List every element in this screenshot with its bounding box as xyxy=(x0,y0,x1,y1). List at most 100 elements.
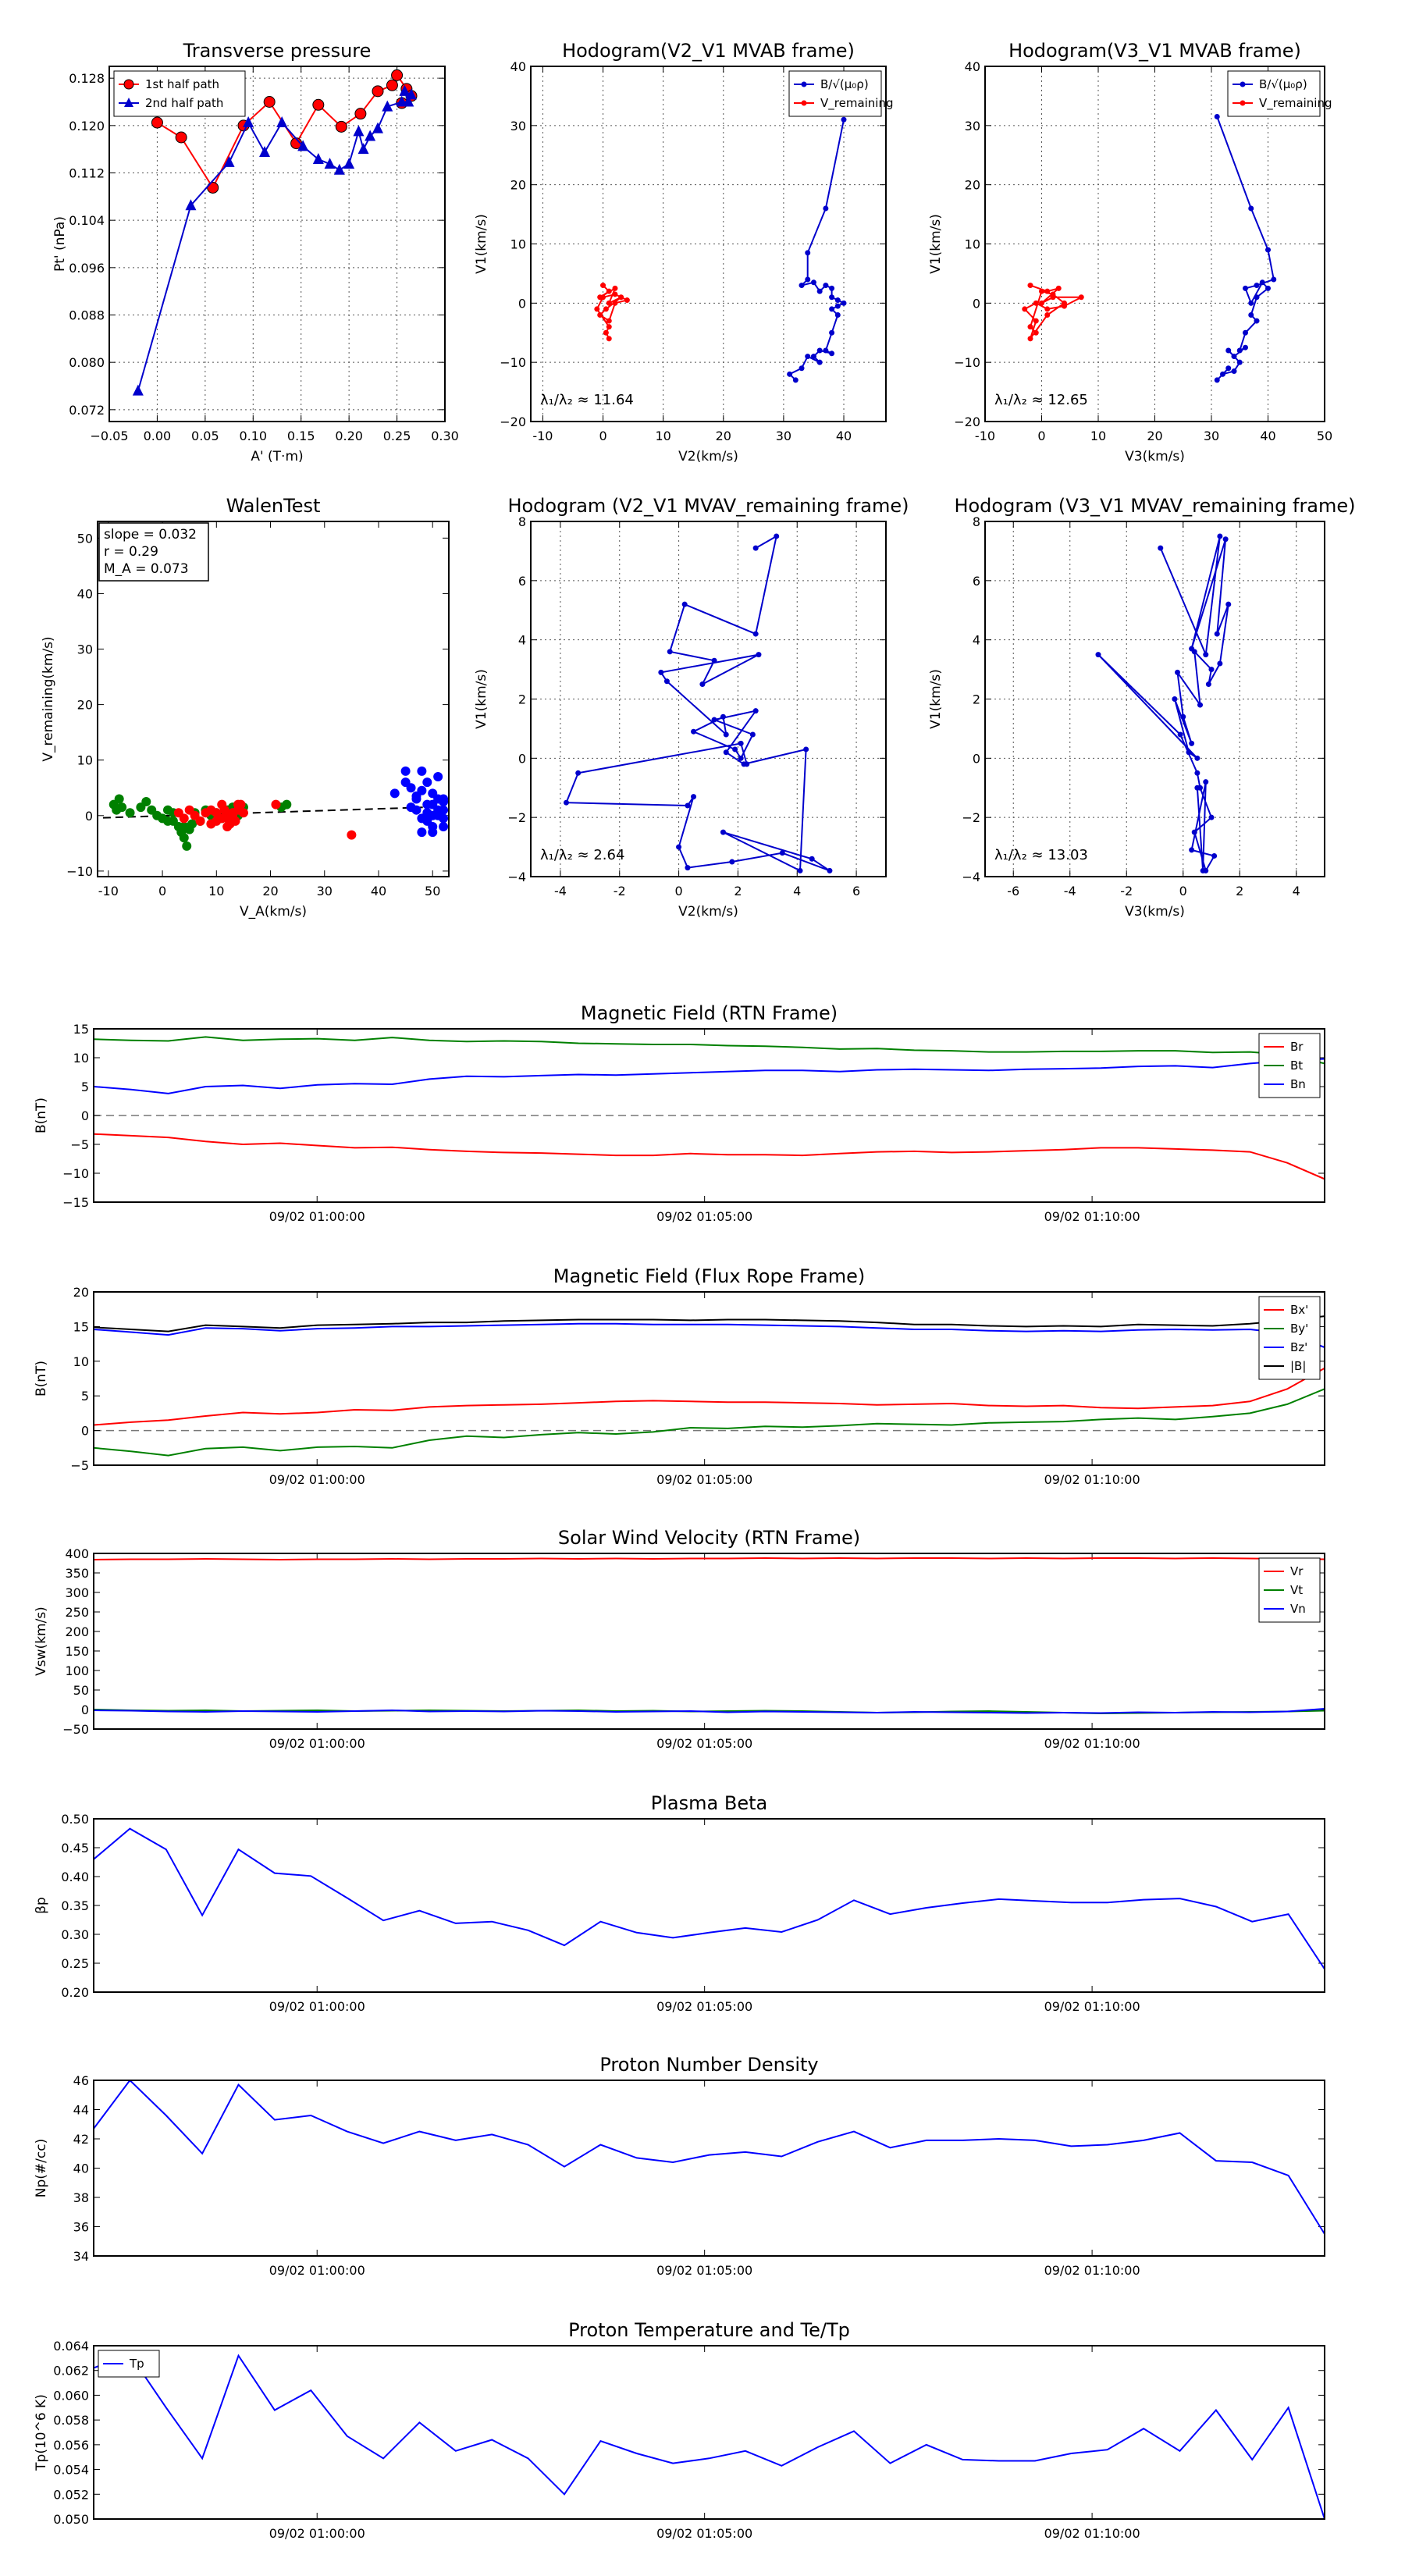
data-point xyxy=(711,657,717,664)
ratio-annotation: λ₁/λ₂ ≈ 12.65 xyxy=(994,392,1088,408)
data-point xyxy=(1205,681,1211,688)
x-axis-label: V2(km/s) xyxy=(678,904,738,920)
y-tick-label: 0.056 xyxy=(53,2438,89,2453)
y-tick-label: 8 xyxy=(973,514,980,529)
y-tick-label: −5 xyxy=(70,1458,89,1473)
x-tick-label: -4 xyxy=(1064,884,1076,898)
data-point xyxy=(1022,306,1028,312)
x-tick-label: 0.10 xyxy=(239,429,267,443)
y-tick-label: 0 xyxy=(81,1703,89,1717)
data-point xyxy=(752,708,759,714)
data-point xyxy=(744,761,750,767)
chart-title: Magnetic Field (RTN Frame) xyxy=(581,1002,838,1024)
legend-label: Vr xyxy=(1290,1564,1304,1578)
data-point xyxy=(1197,702,1203,708)
y-tick-label: 0 xyxy=(973,296,980,311)
y-tick-label: 0.35 xyxy=(61,1898,89,1913)
x-tick-label: 09/02 01:00:00 xyxy=(269,1209,365,1224)
data-point xyxy=(667,649,673,655)
plot-frame xyxy=(93,1818,1325,1993)
chart-title: WalenTest xyxy=(226,495,321,517)
x-tick-label: 10 xyxy=(655,429,670,443)
x-tick-label: 0.15 xyxy=(287,429,315,443)
y-tick-label: 0.060 xyxy=(53,2388,89,2403)
y-tick-label: 0.058 xyxy=(53,2413,89,2428)
legend-label: By' xyxy=(1290,1322,1308,1336)
data-point xyxy=(353,125,365,137)
series-line-Np xyxy=(94,2080,1325,2235)
legend-label: 2nd half path xyxy=(145,96,223,110)
data-point xyxy=(1214,377,1220,383)
y-tick-label: −10 xyxy=(500,355,526,370)
data-point xyxy=(1033,318,1039,324)
data-point xyxy=(1172,696,1178,702)
x-tick-label: 40 xyxy=(1260,429,1275,443)
data-point xyxy=(618,294,624,301)
data-point xyxy=(1243,329,1248,336)
data-point xyxy=(691,794,697,800)
data-point xyxy=(1191,829,1197,835)
scatter-point xyxy=(428,788,438,799)
plot-frame xyxy=(97,521,450,877)
chart-magnetic-field-rtn: Magnetic Field (RTN Frame) 09/02 01:00:00… xyxy=(34,1002,1325,1224)
x-tick-label: 0 xyxy=(599,429,606,443)
chart-title: Hodogram(V3_V1 MVAB frame) xyxy=(1008,40,1301,62)
y-tick-label: 40 xyxy=(73,2161,89,2176)
y-axis-label: βp xyxy=(34,1897,49,1914)
legend-label: Vt xyxy=(1290,1583,1303,1597)
scatter-point xyxy=(228,816,238,826)
y-axis-label: V_remaining(km/s) xyxy=(41,636,56,761)
data-point xyxy=(779,850,785,856)
data-point xyxy=(1254,294,1260,301)
data-point xyxy=(365,130,376,141)
data-point xyxy=(711,717,717,723)
series-line-Br xyxy=(94,1133,1325,1180)
ratio-annotation: λ₁/λ₂ ≈ 13.03 xyxy=(994,847,1088,863)
chart-plasma-beta: Plasma Beta 09/02 01:00:00 09/02 01:05:00 0… xyxy=(34,1792,1325,2014)
y-tick-label: 10 xyxy=(77,753,93,768)
x-tick-label: 09/02 01:00:00 xyxy=(269,2526,365,2541)
y-tick-label: 100 xyxy=(65,1663,89,1678)
plot-frame xyxy=(93,1028,1325,1203)
x-tick-label: 0 xyxy=(1037,429,1045,443)
x-tick-label: 20 xyxy=(262,884,278,898)
series-line-Bt xyxy=(94,1036,1325,1065)
y-tick-label: −15 xyxy=(62,1195,89,1210)
y-tick-label: 5 xyxy=(81,1389,89,1404)
legend-label: Bx' xyxy=(1290,1303,1308,1317)
data-point xyxy=(805,250,811,256)
y-tick-label: 10 xyxy=(73,1051,89,1066)
scatter-point xyxy=(417,827,427,838)
x-tick-label: 09/02 01:10:00 xyxy=(1044,1736,1140,1751)
data-point xyxy=(1254,283,1260,289)
legend-label: 1st half path xyxy=(145,77,219,91)
scatter-point xyxy=(433,772,443,782)
data-point xyxy=(829,306,835,312)
scatter-point xyxy=(282,799,292,809)
x-tick-label: 2 xyxy=(734,884,742,898)
data-point xyxy=(1243,285,1248,291)
plot-area xyxy=(1095,533,1232,873)
data-point xyxy=(151,116,163,129)
data-point xyxy=(685,865,691,871)
y-tick-label: 0.054 xyxy=(53,2463,89,2478)
x-tick-label: 0.05 xyxy=(191,429,219,443)
scatter-point xyxy=(179,833,189,843)
data-point xyxy=(1248,300,1254,306)
scatter-point xyxy=(439,797,449,807)
y-tick-label: 0.45 xyxy=(61,1841,89,1856)
data-point xyxy=(1180,713,1186,720)
data-point xyxy=(259,145,271,157)
chart-title: Solar Wind Velocity (RTN Frame) xyxy=(558,1527,860,1549)
plot-frame xyxy=(984,66,1325,422)
scatter-point xyxy=(400,766,411,776)
data-point xyxy=(1203,652,1209,658)
x-tick-label: 09/02 01:10:00 xyxy=(1044,1209,1140,1224)
x-axis-label: V3(km/s) xyxy=(1125,904,1185,920)
scatter-point xyxy=(112,805,122,815)
data-point xyxy=(312,153,324,165)
legend-label: Vn xyxy=(1290,1602,1306,1616)
data-point xyxy=(1039,288,1044,294)
y-tick-label: −4 xyxy=(962,870,980,884)
